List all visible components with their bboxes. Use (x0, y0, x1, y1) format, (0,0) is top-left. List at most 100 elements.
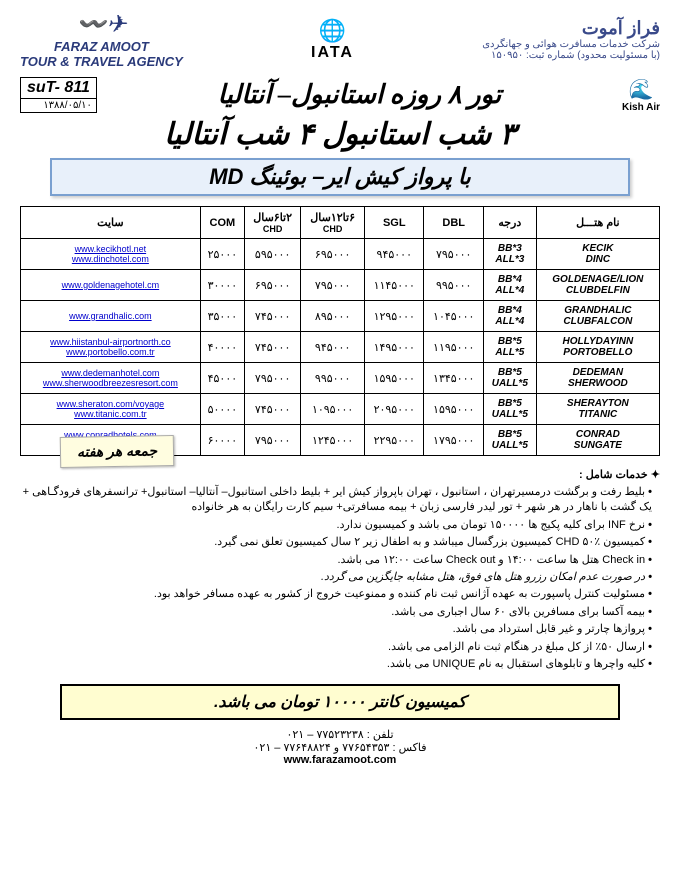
sut-date: ۱۳۸۸/۰۵/۱۰ (20, 99, 97, 113)
service-item: کمیسیون CHD ۵۰٪ کمیسیون بزرگسال میباشد و… (20, 535, 652, 550)
table-row: HOLLYDAYINNPORTOBELLO5*BB5*ALL۱۱۹۵۰۰۰۱۴۹… (21, 332, 660, 363)
table-row: SHERAYTONTITANIC5*BB5*UALL۱۵۹۵۰۰۰۲۰۹۵۰۰۰… (21, 394, 660, 425)
cell-com: ۳۵۰۰۰ (200, 301, 244, 332)
cell-chd612: ۹۹۵۰۰۰ (301, 363, 365, 394)
th-site: سایت (21, 207, 201, 239)
cell-site: www.grandhalic.com (21, 301, 201, 332)
iata-logo: 🌐 IATA (311, 18, 354, 62)
cell-sgl: ۱۴۹۵۰۰۰ (365, 332, 424, 363)
title-line1: تور ۸ روزه استانبول– آنتالیا (97, 80, 622, 110)
services-list: بلیط رفت و برگشت درمسیرتهران ، استانبول … (20, 485, 660, 672)
service-item: مسئولیت کنترل پاسپورت به عهده آژانس ثبت … (20, 587, 652, 602)
cell-hotel: KECIKDINC (536, 239, 659, 270)
cell-chd26: ۷۴۵۰۰۰ (245, 332, 301, 363)
footer-fax: فاکس : ۷۷۶۵۴۳۵۳ و ۷۷۶۴۸۸۲۴ – ۰۲۱ (20, 741, 660, 754)
friday-badge: جمعه هر هفته (60, 435, 175, 468)
footer-tel: تلفن : ۷۷۵۲۳۲۳۸ – ۰۲۱ (20, 728, 660, 741)
cell-dbl: ۷۹۵۰۰۰ (424, 239, 483, 270)
cell-chd26: ۷۴۵۰۰۰ (245, 394, 301, 425)
cell-hotel: CONRADSUNGATE (536, 425, 659, 456)
service-item: بیمه آکسا برای مسافرین بالای ۶۰ سال اجبا… (20, 605, 652, 620)
website-link[interactable]: www.dinchotel.com (23, 254, 198, 264)
agency-sub-en: TOUR & TRAVEL AGENCY (20, 54, 183, 69)
services-section: ✦ خدمات شامل : بلیط رفت و برگشت درمسیرته… (20, 468, 660, 672)
cell-grade: 3*BB3*ALL (483, 239, 536, 270)
faraz-sub1: شرکت خدمات مسافرت هوائی و جهانگردی (482, 39, 660, 50)
cell-com: ۲۵۰۰۰ (200, 239, 244, 270)
cell-grade: 4*BB4*ALL (483, 301, 536, 332)
footer: تلفن : ۷۷۵۲۳۲۳۸ – ۰۲۱ فاکس : ۷۷۶۵۴۳۵۳ و … (20, 728, 660, 766)
cell-chd26: ۷۹۵۰۰۰ (245, 363, 301, 394)
cell-com: ۳۰۰۰۰ (200, 270, 244, 301)
service-item: ارسال ۵۰٪ از کل مبلغ در هنگام ثبت نام ال… (20, 640, 652, 655)
cell-chd26: ۷۴۵۰۰۰ (245, 301, 301, 332)
cell-site: www.dedemanhotel.comwww.sherwoodbreezesr… (21, 363, 201, 394)
th-dbl: DBL (424, 207, 483, 239)
cell-hotel: HOLLYDAYINNPORTOBELLO (536, 332, 659, 363)
service-item: Check in هتل ها ساعت ۱۴:۰۰ و Check out س… (20, 553, 652, 568)
cell-com: ۴۵۰۰۰ (200, 363, 244, 394)
cell-grade: 5*BB5*ALL (483, 332, 536, 363)
cell-chd612: ۶۹۵۰۰۰ (301, 239, 365, 270)
sut-code: suT- 811 (20, 77, 97, 99)
price-table: نام هتـــل درجه DBL SGL ۶تا۱۲سالCHD ۲تا۶… (20, 206, 660, 456)
th-sgl: SGL (365, 207, 424, 239)
website-link[interactable]: www.dedemanhotel.com (23, 368, 198, 378)
service-item: در صورت عدم امکان رزرو هتل های فوق، هتل … (20, 570, 652, 585)
iata-text: IATA (311, 44, 354, 62)
header: 〰️✈ FARAZ AMOOT TOUR & TRAVEL AGENCY 🌐 I… (20, 10, 660, 69)
title-line3: با پرواز کیش ایر– بوئینگ MD (56, 164, 624, 190)
cell-grade: 5*BB5*UALL (483, 363, 536, 394)
services-title: ✦ خدمات شامل : (20, 468, 660, 481)
cell-chd26: ۶۹۵۰۰۰ (245, 270, 301, 301)
cell-dbl: ۱۵۹۵۰۰۰ (424, 394, 483, 425)
title-line3-box: با پرواز کیش ایر– بوئینگ MD (50, 158, 630, 196)
cell-chd26: ۵۹۵۰۰۰ (245, 239, 301, 270)
cell-sgl: ۱۱۴۵۰۰۰ (365, 270, 424, 301)
table-row: KECIKDINC3*BB3*ALL۷۹۵۰۰۰۹۴۵۰۰۰۶۹۵۰۰۰۵۹۵۰… (21, 239, 660, 270)
th-grade: درجه (483, 207, 536, 239)
cell-site: www.sheraton.com/voyagewww.titanic.com.t… (21, 394, 201, 425)
website-link[interactable]: www.goldenagehotel.cm (23, 280, 198, 290)
table-row: GOLDENAGE/LIONCLUBDELFIN4*BB4*ALL۹۹۵۰۰۰۱… (21, 270, 660, 301)
cell-grade: 5*BB5*UALL (483, 425, 536, 456)
kish-air-logo: 🌊 Kish Air (622, 77, 660, 113)
title-line2: ۳ شب استانبول ۴ شب آنتالیا (20, 117, 660, 152)
faraz-sub2: (با مسئولیت محدود) شماره ثبت: ۱۵۰۹۵۰ (482, 50, 660, 61)
website-link[interactable]: www.portobello.com.tr (23, 347, 198, 357)
cell-sgl: ۲۰۹۵۰۰۰ (365, 394, 424, 425)
website-link[interactable]: www.kecikhotl.net (23, 244, 198, 254)
table-row: DEDEMANSHERWOOD5*BB5*UALL۱۳۴۵۰۰۰۱۵۹۵۰۰۰۹… (21, 363, 660, 394)
cell-dbl: ۹۹۵۰۰۰ (424, 270, 483, 301)
cell-hotel: SHERAYTONTITANIC (536, 394, 659, 425)
commission-box: کمیسیون کانتر ۱۰۰۰۰ تومان می باشد. (60, 684, 620, 720)
website-link[interactable]: www.grandhalic.com (23, 311, 198, 321)
cell-grade: 5*BB5*UALL (483, 394, 536, 425)
service-item: کلیه واچرها و تابلوهای استقبال به نام UN… (20, 657, 652, 672)
cell-chd612: ۱۰۹۵۰۰۰ (301, 394, 365, 425)
cell-com: ۶۰۰۰۰ (200, 425, 244, 456)
website-link[interactable]: www.titanic.com.tr (23, 409, 198, 419)
cell-dbl: ۱۱۹۵۰۰۰ (424, 332, 483, 363)
table-header-row: نام هتـــل درجه DBL SGL ۶تا۱۲سالCHD ۲تا۶… (21, 207, 660, 239)
agency-logo-en: 〰️✈ FARAZ AMOOT TOUR & TRAVEL AGENCY (20, 10, 183, 69)
cell-hotel: DEDEMANSHERWOOD (536, 363, 659, 394)
kish-air-text: Kish Air (622, 102, 660, 113)
faraz-fa-name: فراز آموت (482, 18, 660, 39)
website-link[interactable]: www.sheraton.com/voyage (23, 399, 198, 409)
cell-sgl: ۹۴۵۰۰۰ (365, 239, 424, 270)
cell-com: ۴۰۰۰۰ (200, 332, 244, 363)
website-link[interactable]: www.sherwoodbreezesresort.com (23, 378, 198, 388)
cell-com: ۵۰۰۰۰ (200, 394, 244, 425)
sut-block: suT- 811 ۱۳۸۸/۰۵/۱۰ (20, 77, 97, 113)
cell-dbl: ۱۷۹۵۰۰۰ (424, 425, 483, 456)
website-link[interactable]: www.hiistanbul-airportnorth.co (23, 337, 198, 347)
service-item: پروازها چارتر و غیر قابل استرداد می باشد… (20, 622, 652, 637)
cell-grade: 4*BB4*ALL (483, 270, 536, 301)
agency-name-en: FARAZ AMOOT (20, 39, 183, 54)
cell-site: www.kecikhotl.netwww.dinchotel.com (21, 239, 201, 270)
cell-sgl: ۲۲۹۵۰۰۰ (365, 425, 424, 456)
cell-dbl: ۱۳۴۵۰۰۰ (424, 363, 483, 394)
th-hotel: نام هتـــل (536, 207, 659, 239)
cell-sgl: ۱۲۹۵۰۰۰ (365, 301, 424, 332)
